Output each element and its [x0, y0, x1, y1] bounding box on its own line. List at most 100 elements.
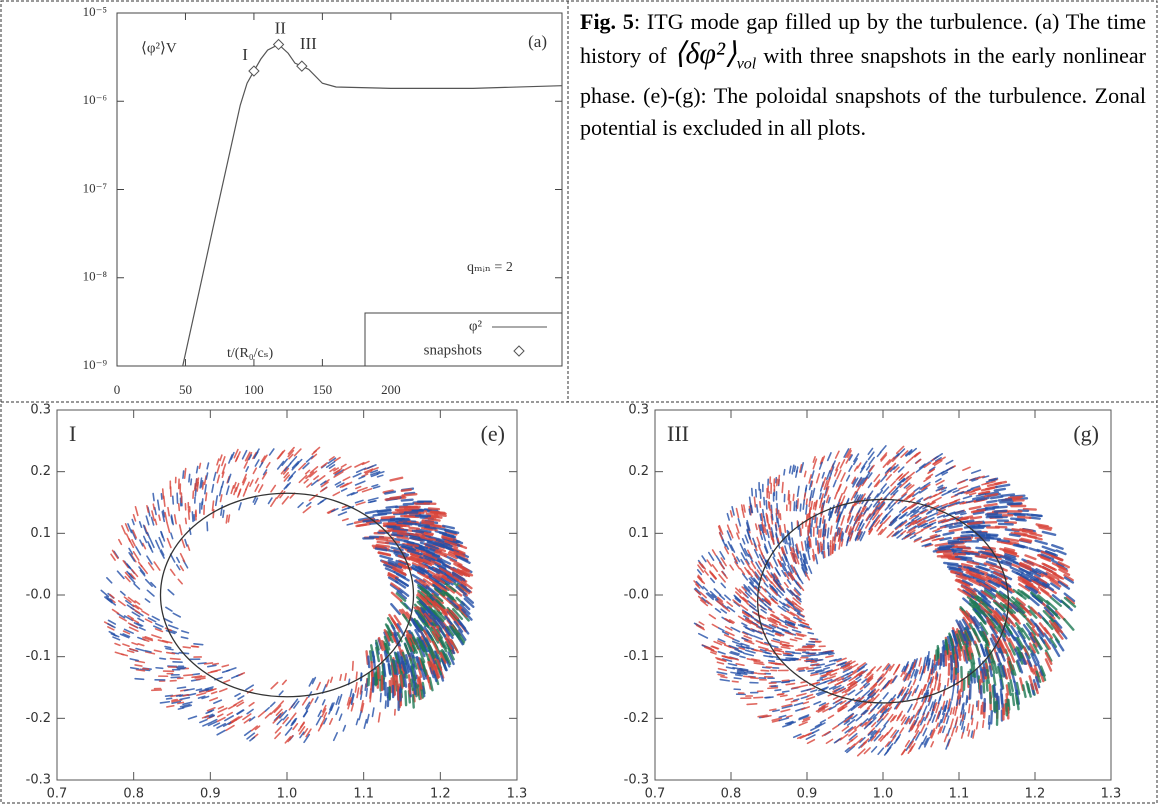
- streak: [111, 634, 116, 636]
- streak: [426, 518, 436, 519]
- streak: [1064, 619, 1073, 629]
- streak: [747, 704, 757, 705]
- annotation: qₘᵢₙ = 2: [467, 260, 513, 275]
- streak: [828, 528, 829, 538]
- streak: [295, 449, 301, 456]
- x-tick-label: 0.7: [47, 787, 68, 802]
- x-tick-label: 0.9: [797, 787, 818, 802]
- streak: [1005, 522, 1016, 523]
- streak: [291, 457, 297, 463]
- streak: [1008, 503, 1021, 504]
- streak: [771, 646, 778, 648]
- streak: [814, 702, 820, 705]
- streak: [956, 717, 958, 725]
- streak: [208, 671, 217, 673]
- streak: [140, 522, 142, 527]
- streak: [705, 571, 708, 575]
- streak: [741, 560, 744, 564]
- streak: [154, 650, 161, 651]
- streak: [773, 639, 779, 641]
- streak: [773, 557, 777, 566]
- streak: [754, 497, 755, 506]
- streak: [788, 580, 791, 584]
- streak: [793, 630, 801, 632]
- streak: [426, 527, 436, 529]
- streak: [828, 498, 830, 503]
- streak: [702, 556, 706, 562]
- streak: [811, 662, 816, 663]
- streak: [222, 481, 224, 487]
- streak: [380, 556, 392, 559]
- x-tick-label: 0.9: [200, 787, 221, 802]
- streak: [742, 623, 747, 626]
- streak: [377, 545, 389, 547]
- streak: [180, 525, 182, 535]
- streak: [259, 485, 263, 492]
- turbulence-field: [101, 448, 473, 743]
- streak: [835, 493, 837, 499]
- streak: [784, 655, 792, 656]
- streak: [968, 522, 981, 523]
- streak: [936, 662, 937, 670]
- streak: [115, 644, 120, 646]
- streak: [119, 540, 121, 545]
- streak: [769, 542, 771, 549]
- streak: [814, 503, 815, 509]
- streak: [196, 689, 201, 690]
- streak: [1018, 517, 1030, 518]
- y-tick-label: -0.0: [624, 588, 649, 603]
- streak: [721, 583, 725, 587]
- streak: [1006, 704, 1007, 715]
- streak: [310, 699, 313, 704]
- streak: [783, 653, 789, 654]
- streak: [982, 488, 994, 491]
- streak: [799, 671, 804, 672]
- streak: [795, 703, 803, 705]
- streak: [849, 466, 852, 471]
- streak: [875, 694, 879, 698]
- streak: [410, 528, 419, 529]
- streak: [732, 681, 738, 682]
- streak: [1026, 555, 1036, 559]
- streak: [378, 668, 379, 678]
- streak: [970, 493, 976, 495]
- streak: [840, 460, 844, 468]
- streak: [760, 502, 761, 507]
- streak: [831, 526, 832, 534]
- streak: [380, 693, 381, 701]
- streak: [962, 721, 964, 729]
- streak: [803, 702, 808, 704]
- streak: [763, 532, 765, 541]
- x-tick-label: 0: [114, 382, 121, 397]
- streak: [970, 507, 981, 509]
- streak: [825, 663, 835, 666]
- streak: [351, 492, 357, 494]
- streak: [948, 679, 949, 686]
- streak: [737, 533, 739, 539]
- streak: [998, 697, 999, 709]
- streak: [995, 489, 1005, 491]
- streak: [307, 503, 311, 506]
- x-tick-label: 1.3: [1101, 787, 1122, 802]
- streak: [216, 496, 218, 505]
- streak: [189, 474, 190, 481]
- streak: [331, 677, 333, 682]
- streak: [956, 727, 957, 732]
- streak: [856, 716, 861, 720]
- streak: [376, 549, 387, 551]
- y-tick-label: -0.2: [26, 711, 51, 726]
- streak: [194, 644, 203, 645]
- legend-label: φ²: [469, 318, 483, 334]
- streak: [736, 509, 738, 518]
- streak: [370, 689, 371, 698]
- streak: [227, 713, 232, 716]
- streak: [734, 678, 741, 679]
- streak: [144, 536, 147, 542]
- streak: [860, 520, 863, 526]
- streak: [797, 669, 804, 670]
- streak: [343, 519, 348, 521]
- streak: [146, 516, 148, 524]
- streak: [231, 486, 233, 493]
- streak: [721, 609, 726, 613]
- streak: [769, 525, 770, 530]
